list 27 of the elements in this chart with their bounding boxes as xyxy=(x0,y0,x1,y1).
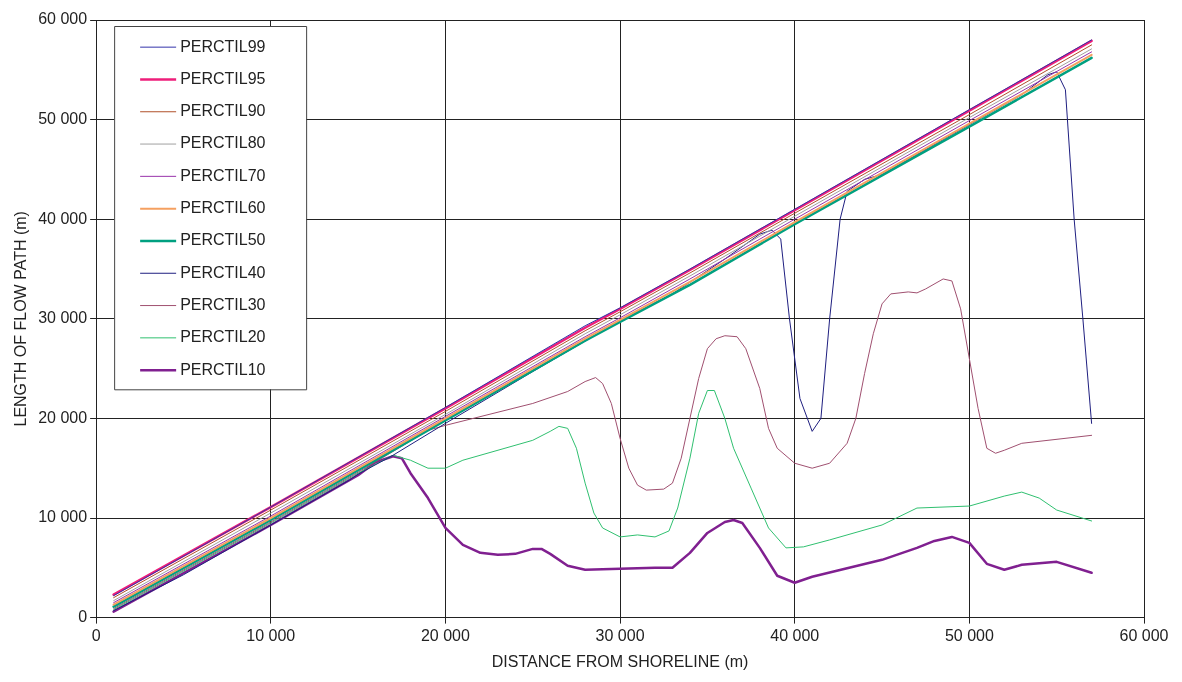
y-tick-label: 30 000 xyxy=(38,309,88,327)
x-tick-label: 60 000 xyxy=(1119,626,1169,644)
y-tick-label: 10 000 xyxy=(38,508,88,526)
legend-label: PERCTIL30 xyxy=(180,295,266,313)
legend-label: PERCTIL50 xyxy=(180,231,266,249)
legend-label: PERCTIL60 xyxy=(180,199,266,217)
legend-label: PERCTIL40 xyxy=(180,263,266,281)
legend-label: PERCTIL99 xyxy=(180,37,266,55)
y-tick-label: 40 000 xyxy=(38,209,88,227)
legend-label: PERCTIL70 xyxy=(180,166,266,184)
x-tick-label: 40 000 xyxy=(770,626,820,644)
y-tick-label: 0 xyxy=(78,608,88,626)
legend-label: PERCTIL10 xyxy=(180,360,266,378)
legend-label: PERCTIL80 xyxy=(180,134,266,152)
legend-label: PERCTIL95 xyxy=(180,69,266,87)
legend-label: PERCTIL90 xyxy=(180,102,266,120)
legend-label: PERCTIL20 xyxy=(180,328,266,346)
x-tick-label: 20 000 xyxy=(420,626,470,644)
x-tick-label: 50 000 xyxy=(944,626,994,644)
y-tick-label: 50 000 xyxy=(38,110,88,128)
x-tick-label: 30 000 xyxy=(595,626,645,644)
x-axis-title: DISTANCE FROM SHORELINE (m) xyxy=(491,652,749,670)
y-tick-label: 20 000 xyxy=(38,408,88,426)
x-tick-label: 10 000 xyxy=(246,626,296,644)
y-tick-label: 60 000 xyxy=(38,10,88,28)
x-tick-label: 0 xyxy=(91,626,101,644)
y-axis-title: LENGTH OF FLOW PATH (m) xyxy=(12,211,30,427)
